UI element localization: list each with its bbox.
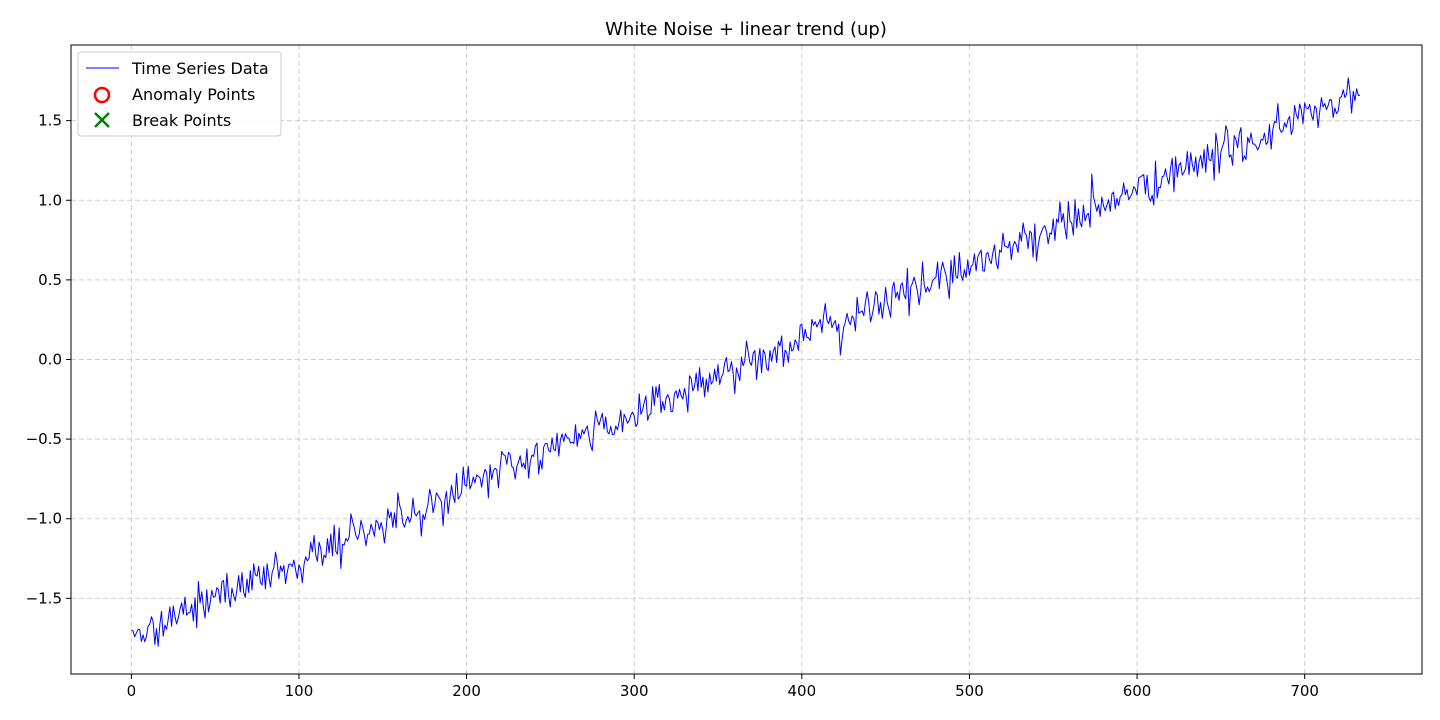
y-tick-label: 1.0: [38, 191, 62, 209]
legend-label: Time Series Data: [131, 59, 269, 78]
axes-layer: 0 100 200 300 400 500 600 700 −1.5 −1.0 −0.5 0.0 0.5…: [26, 44, 1423, 700]
x-tick-label: 0: [127, 682, 137, 700]
time-series-line: [131, 77, 1361, 647]
chart-title: White Noise + linear trend (up): [605, 19, 887, 40]
x-tick-label: 400: [787, 682, 816, 700]
y-tick-label: −1.0: [26, 510, 62, 528]
x-tick-label: 500: [955, 682, 984, 700]
legend: Time Series Data Anomaly Points Break Poin…: [77, 51, 282, 137]
legend-x-marker: [94, 112, 110, 128]
x-tick-label: 100: [285, 682, 314, 700]
legend-circle-marker: [93, 86, 111, 104]
y-tick-label: 0.0: [38, 351, 62, 369]
legend-box: [77, 51, 282, 137]
legend-label: Break Points: [132, 111, 231, 130]
grid-lines: [71, 45, 1422, 674]
x-tick-label: 300: [620, 682, 649, 700]
x-tick-label: 600: [1123, 682, 1152, 700]
x-tick-label: 700: [1290, 682, 1319, 700]
legend-label: Anomaly Points: [132, 85, 255, 104]
x-tick-label: 200: [452, 682, 481, 700]
y-tick-label: 0.5: [38, 271, 62, 289]
y-tick-label: −0.5: [26, 430, 62, 448]
y-tick-label: 1.5: [38, 112, 62, 130]
y-tick-label: −1.5: [26, 589, 62, 607]
series-layer: [131, 77, 1361, 647]
